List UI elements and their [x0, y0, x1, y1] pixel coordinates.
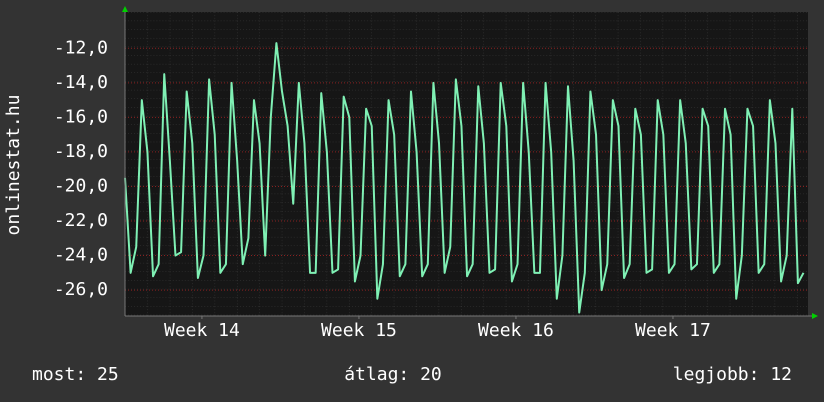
x-tick-label: Week 15	[321, 320, 397, 341]
x-tick-label: Week 17	[635, 320, 711, 341]
stat-best: legjobb: 12	[673, 364, 792, 385]
y-tick-label: -24,0	[54, 245, 108, 266]
y-tick-label: -20,0	[54, 175, 108, 196]
y-tick-label: -26,0	[54, 279, 108, 300]
line-series	[124, 42, 805, 314]
y-tick-label: -22,0	[54, 210, 108, 231]
y-arrow	[122, 6, 128, 12]
stat-now: most: 25	[32, 364, 119, 385]
y-tick-label: -12,0	[54, 37, 108, 58]
y-tick-label: -14,0	[54, 72, 108, 93]
y-axis-label: onlinestat.hu	[3, 95, 24, 236]
y-tick-label: -16,0	[54, 106, 108, 127]
x-tick-label: Week 14	[164, 320, 240, 341]
x-tick-label: Week 16	[478, 320, 554, 341]
stat-average: átlag: 20	[344, 364, 442, 385]
x-arrow	[812, 313, 818, 319]
y-tick-label: -18,0	[54, 141, 108, 162]
